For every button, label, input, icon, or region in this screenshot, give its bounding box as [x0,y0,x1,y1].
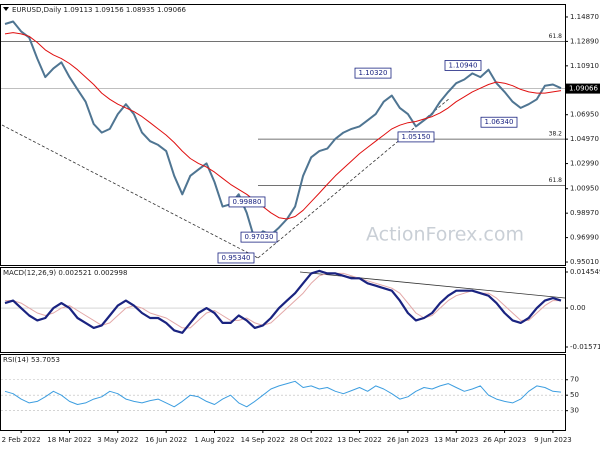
trend-line [1,124,259,259]
x-tick-label: 9 Jun 2023 [534,436,572,444]
x-tick-label: 26 Jan 2023 [387,436,429,444]
x-tick-label: 2 Feb 2022 [2,436,41,444]
price-label: 1.10320 [359,69,388,77]
rsi-title: RSI(14) 53.7053 [3,356,60,364]
x-tick-label: 16 Jun 2022 [145,436,187,444]
y-tick-label: 0.014549 [570,268,600,276]
x-tick-label: 28 Oct 2022 [290,436,333,444]
macd-panel [0,267,566,353]
price-label: 0.97030 [245,233,274,241]
price-label: 1.10940 [449,61,478,69]
chart-title: EURUSD,Daily 1.09113 1.09156 1.08935 1.0… [12,6,187,14]
y-tick-label: 1.06950 [570,111,599,119]
fib-label: 61.8 [549,33,563,40]
y-tick-label: 0.96990 [570,234,599,242]
series-line [5,272,561,329]
price-label: 0.95340 [222,254,251,262]
y-tick-label: 1.04970 [570,135,599,143]
menu-arrow [3,7,9,11]
y-tick-label: 1.14870 [570,13,599,21]
x-tick-label: 13 Mar 2023 [434,436,478,444]
price-panel [0,4,566,266]
fib-label: 61.8 [549,177,563,184]
series-line [4,269,562,334]
y-tick-label: 1.00950 [570,185,599,193]
series-line [4,32,562,220]
y-tick-label: 0.00 [570,304,586,312]
y-tick-label: 30 [570,407,579,415]
macd-title: MACD(12,26,9) 0.002521 0.002998 [3,269,127,277]
price-label-box [240,231,278,243]
x-tick-label: 1 Aug 2022 [194,436,234,444]
y-tick-label: 0.95010 [570,258,599,266]
price-label-box [480,116,518,128]
last-price-box [566,83,600,94]
price-label-box [444,60,482,71]
price-label: 1.06340 [485,118,514,126]
series-line [4,380,562,408]
y-tick-label: 1.10910 [570,62,599,70]
price-label-box [228,196,266,208]
price-label-box [217,252,255,264]
rsi-panel [0,354,566,431]
watermark: ActionForex.com [366,224,524,246]
y-tick-label: 70 [570,376,579,384]
x-tick-label: 18 Mar 2022 [47,436,91,444]
y-tick-label: 1.12890 [570,37,599,45]
trend-line [257,97,451,259]
y-tick-label: 50 [570,391,579,399]
price-label: 0.99880 [233,198,262,206]
price-label: 1.05150 [402,133,431,141]
x-tick-label: 14 Sep 2022 [241,436,285,444]
last-price-label: 1.09066 [569,85,598,93]
y-tick-label: 1.02990 [570,160,599,168]
x-tick-label: 26 Apr 2023 [483,436,526,444]
price-label-box [354,67,392,79]
y-tick-label: -0.015712 [570,343,600,351]
x-tick-label: 3 May 2022 [97,436,138,444]
price-label-box [397,131,435,143]
series-line [4,20,562,241]
y-tick-label: 0.98970 [570,209,599,217]
fib-label: 38.2 [549,131,563,138]
x-tick-label: 13 Dec 2022 [337,436,382,444]
